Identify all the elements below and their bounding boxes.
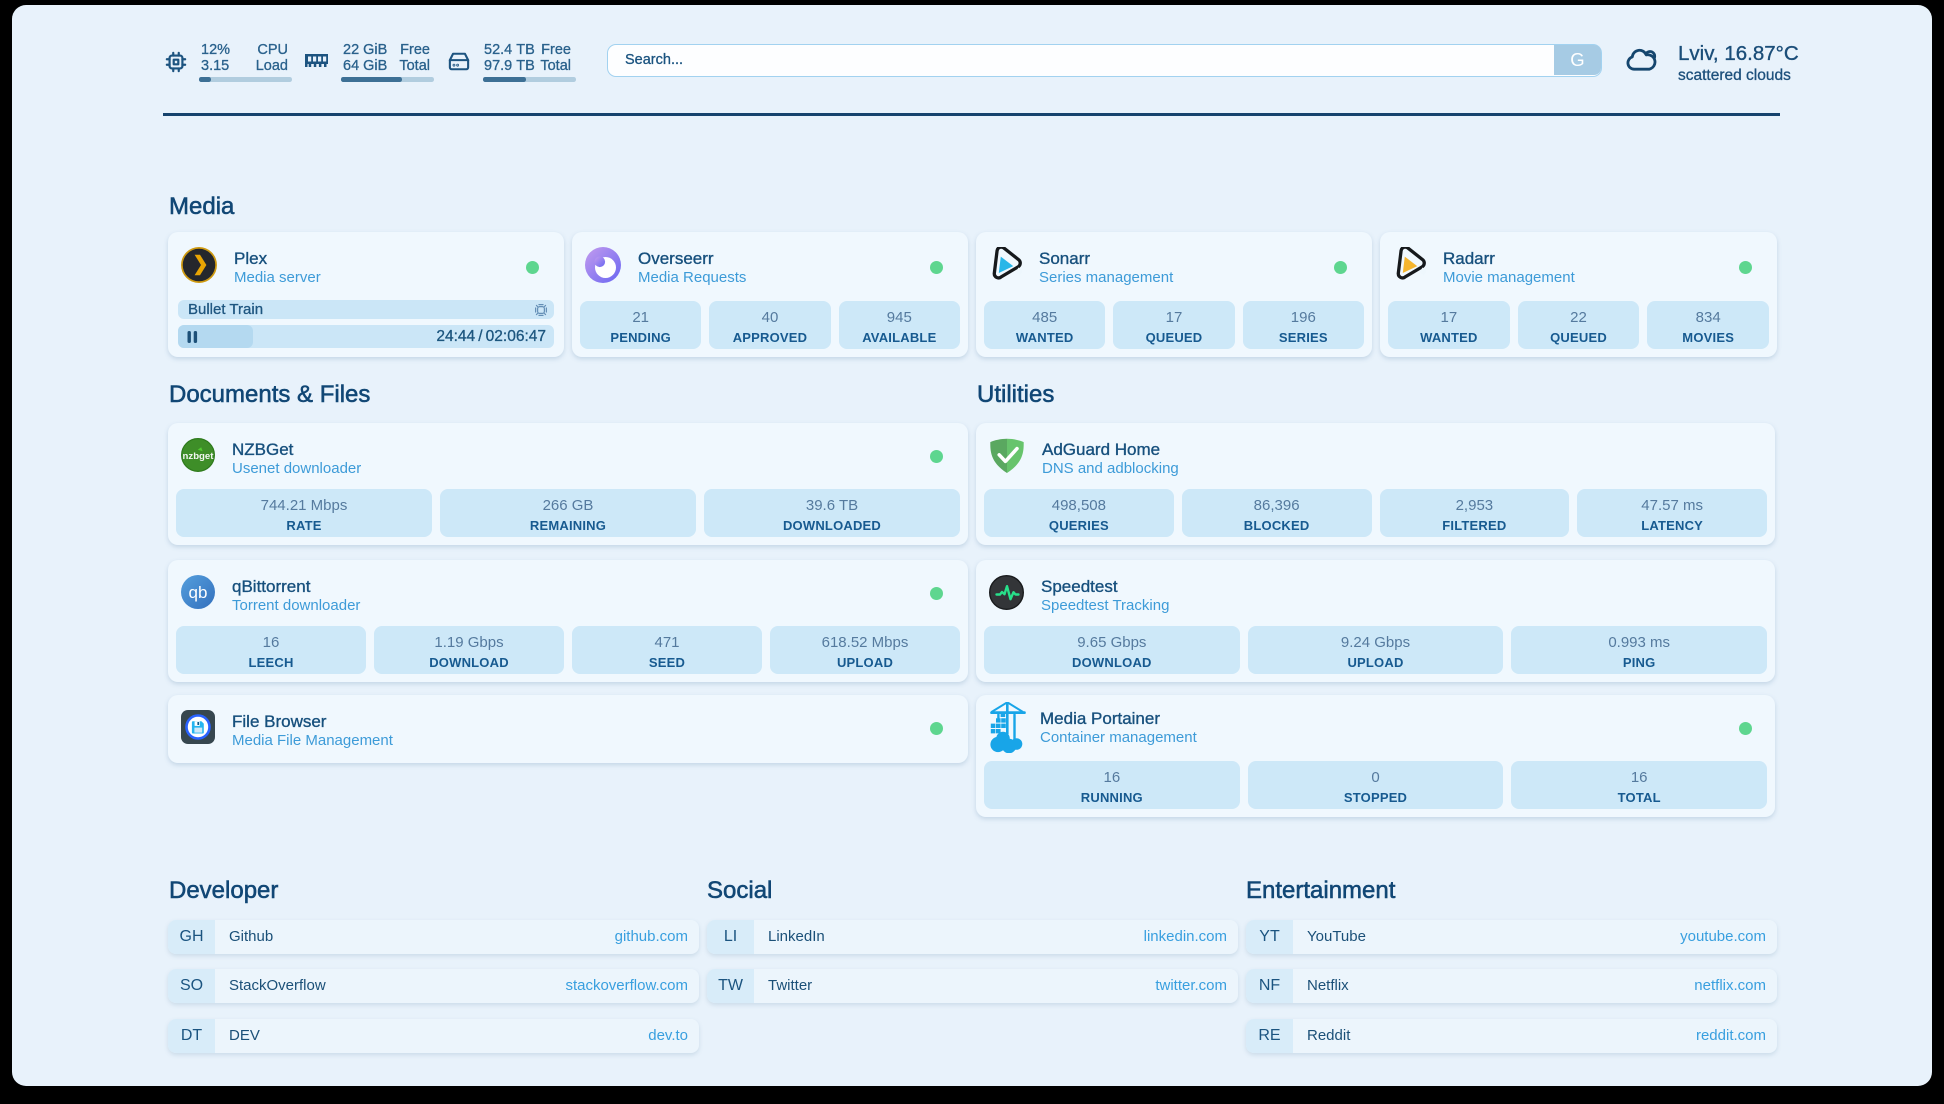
svg-text:nzbget: nzbget [183,451,215,462]
svg-text:qb: qb [189,583,208,602]
